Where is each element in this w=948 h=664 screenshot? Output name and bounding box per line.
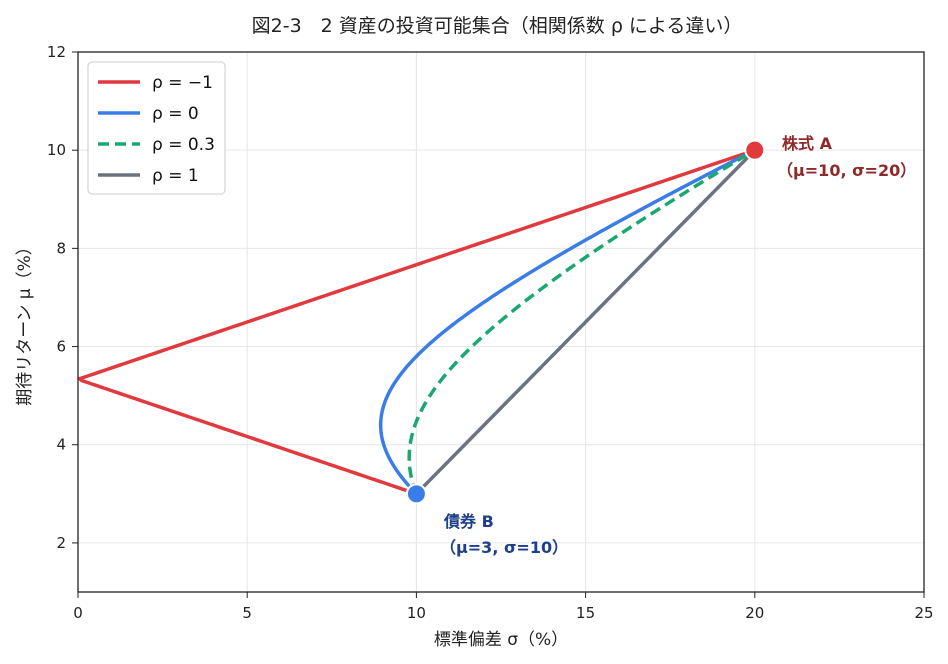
annotation-stock-a: 株式 A （μ=10, σ=20） xyxy=(777,134,916,180)
asset-point-a xyxy=(744,139,766,161)
plot-frame xyxy=(77,51,925,593)
legend-label-3: ρ = 1 xyxy=(152,166,199,186)
x-tick-label: 10 xyxy=(407,604,426,622)
legend-label-0: ρ = −1 xyxy=(152,73,213,93)
y-tick-label: 8 xyxy=(56,239,66,257)
annotation-b-name: 債券 B xyxy=(443,512,494,531)
y-tick-label: 12 xyxy=(47,43,66,61)
annotation-a-params: （μ=10, σ=20） xyxy=(777,161,916,180)
series-line-2 xyxy=(407,148,756,495)
y-tick-label: 4 xyxy=(56,436,66,454)
legend: ρ = −1 ρ = 0 ρ = 0.3 ρ = 1 xyxy=(87,61,226,195)
x-axis-ticks: 0 5 10 15 20 25 xyxy=(73,592,934,622)
legend-label-1: ρ = 0 xyxy=(152,104,199,124)
y-tick-label: 6 xyxy=(56,338,66,356)
annotation-a-name: 株式 A xyxy=(782,134,833,153)
asset-points xyxy=(405,139,766,505)
x-axis-label: 標準偏差 σ（%） xyxy=(434,630,568,650)
y-axis-label: 期待リターン μ（%） xyxy=(15,238,35,406)
x-tick-label: 5 xyxy=(242,604,252,622)
y-tick-label: 10 xyxy=(47,141,66,159)
asset-point-b xyxy=(405,483,427,505)
x-tick-label: 25 xyxy=(914,604,933,622)
annotation-bond-b: 債券 B （μ=3, σ=10） xyxy=(440,512,568,557)
y-tick-label: 2 xyxy=(56,534,66,552)
x-tick-label: 0 xyxy=(73,604,83,622)
x-tick-label: 15 xyxy=(576,604,595,622)
legend-box xyxy=(87,61,226,195)
annotation-b-params: （μ=3, σ=10） xyxy=(440,538,568,557)
series-layer xyxy=(77,148,757,496)
series-line-3 xyxy=(415,148,757,496)
series-line-0 xyxy=(77,148,756,496)
chart-title: 図2-3 2 資産の投資可能集合（相関係数 ρ による違い） xyxy=(252,15,743,37)
x-tick-label: 20 xyxy=(745,604,764,622)
legend-label-2: ρ = 0.3 xyxy=(152,135,215,155)
y-axis-ticks: 2 4 6 8 10 12 xyxy=(47,43,78,552)
series-line-1 xyxy=(378,148,756,496)
